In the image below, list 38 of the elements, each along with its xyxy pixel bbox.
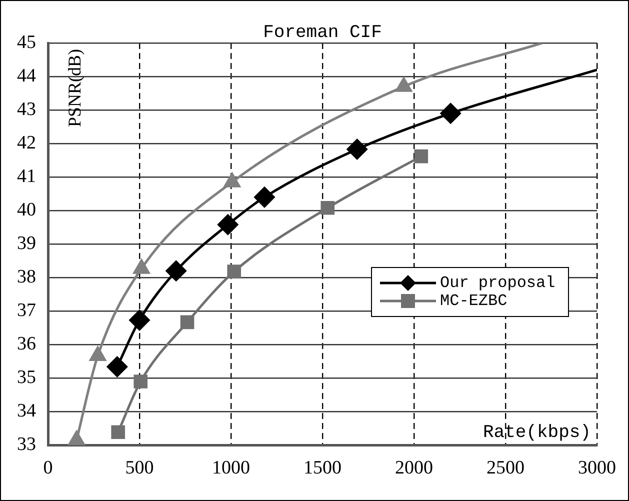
point [218, 214, 238, 235]
y-tick-label: 41 [17, 166, 36, 188]
legend-label: Our proposal [440, 274, 556, 292]
chart-title: Foreman CIF [263, 22, 382, 43]
y-tick-label: 35 [17, 367, 36, 388]
y-tick-label: 36 [17, 334, 36, 355]
point [440, 103, 461, 124]
y-tick-label: 43 [17, 99, 36, 120]
point [111, 425, 125, 440]
y-tick-label: 33 [17, 434, 36, 456]
point [346, 139, 368, 160]
legend-label: MC-EZBC [440, 292, 508, 310]
x-tick-label: 1500 [304, 458, 342, 479]
x-tick-label: 2500 [486, 458, 524, 479]
point [320, 200, 335, 215]
y-tick-label: 45 [17, 32, 36, 53]
point [254, 186, 275, 208]
point [180, 315, 194, 330]
y-tick-label: 34 [17, 400, 36, 422]
y-axis-title: PSNR(dB) [64, 49, 85, 128]
point [134, 374, 148, 388]
y-tick-label: 39 [17, 233, 36, 254]
x-tick-label: 2000 [395, 458, 433, 479]
y-tick-label: 42 [17, 132, 36, 154]
x-tick-label: 0 [43, 458, 53, 479]
point [414, 149, 428, 164]
y-tick-label: 37 [17, 300, 36, 322]
point [129, 310, 150, 330]
x-tick-label: 1000 [212, 458, 250, 479]
x-tick-label: 500 [125, 458, 154, 479]
y-tick-label: 40 [17, 200, 36, 221]
y-tick-label: 38 [17, 266, 36, 288]
point [166, 260, 186, 282]
point [227, 264, 242, 278]
y-tick-label: 44 [17, 66, 36, 86]
x-axis-title: Rate(kbps) [482, 422, 591, 443]
point [106, 356, 128, 378]
x-tick-label: 3000 [578, 458, 616, 479]
